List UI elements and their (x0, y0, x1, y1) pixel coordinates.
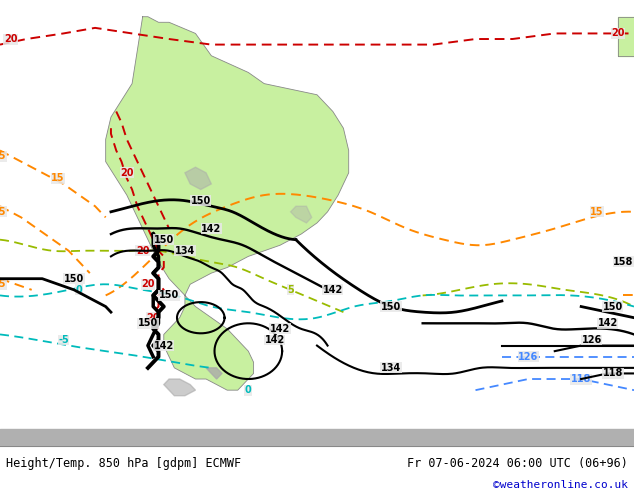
Text: 20: 20 (611, 28, 625, 38)
Text: 142: 142 (270, 324, 290, 334)
Text: 20: 20 (146, 313, 160, 323)
Text: 20: 20 (136, 246, 150, 256)
Text: 150: 150 (159, 291, 179, 300)
Polygon shape (206, 368, 222, 379)
Text: -5: -5 (58, 335, 68, 345)
Text: 20: 20 (141, 279, 155, 289)
Polygon shape (164, 379, 195, 396)
Text: 150: 150 (64, 274, 84, 284)
Text: 150: 150 (603, 301, 623, 312)
Text: 150: 150 (191, 196, 211, 206)
Text: 0: 0 (76, 285, 82, 295)
Text: 134: 134 (175, 246, 195, 256)
Text: 142: 142 (201, 223, 221, 234)
Text: 142: 142 (153, 341, 174, 350)
Text: 20: 20 (4, 34, 17, 44)
Text: 134: 134 (381, 363, 401, 373)
Text: 20: 20 (120, 168, 134, 178)
Text: 15: 15 (590, 207, 604, 217)
Text: 118: 118 (603, 368, 623, 378)
Text: ©weatheronline.co.uk: ©weatheronline.co.uk (493, 480, 628, 490)
Text: 15: 15 (51, 173, 65, 183)
Text: 126: 126 (581, 335, 602, 345)
Polygon shape (185, 167, 211, 190)
Text: 158: 158 (613, 257, 633, 267)
Text: 150: 150 (381, 301, 401, 312)
Text: 126: 126 (518, 352, 538, 362)
Text: 5: 5 (287, 285, 294, 295)
Text: Height/Temp. 850 hPa [gdpm] ECMWF: Height/Temp. 850 hPa [gdpm] ECMWF (6, 457, 242, 470)
Polygon shape (618, 17, 634, 56)
Text: 142: 142 (323, 285, 343, 295)
Text: 15: 15 (0, 207, 7, 217)
Text: 0: 0 (245, 385, 252, 395)
Text: Fr 07-06-2024 06:00 UTC (06+96): Fr 07-06-2024 06:00 UTC (06+96) (407, 457, 628, 470)
Text: 150: 150 (138, 318, 158, 328)
Text: 15: 15 (0, 151, 7, 161)
Text: 150: 150 (153, 235, 174, 245)
Text: 142: 142 (264, 335, 285, 345)
Text: 15: 15 (0, 279, 7, 289)
Text: 142: 142 (597, 318, 618, 328)
Polygon shape (290, 206, 312, 223)
Text: 118: 118 (571, 374, 592, 384)
Polygon shape (106, 17, 349, 390)
